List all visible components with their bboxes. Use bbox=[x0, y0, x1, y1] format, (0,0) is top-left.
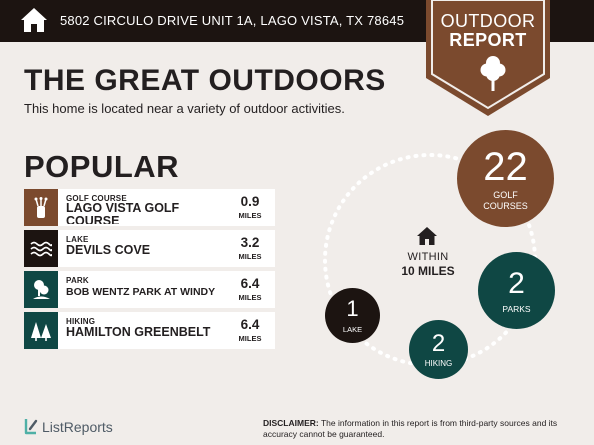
popular-list: GOLF COURSE LAGO VISTA GOLF COURSE 0.9 M… bbox=[24, 189, 275, 353]
parks-count-bubble: 2 PARKS bbox=[478, 252, 555, 329]
hiking-icon-box bbox=[24, 312, 58, 349]
property-address: 5802 CIRCULO DRIVE UNIT 1A, LAGO VISTA, … bbox=[60, 13, 405, 28]
item-distance: 6.4 bbox=[240, 317, 260, 332]
hiking-label: HIKING bbox=[424, 359, 453, 368]
item-category: PARK bbox=[66, 276, 89, 285]
badge-line-1: OUTDOOR bbox=[440, 11, 536, 31]
page-subtitle: This home is located near a variety of o… bbox=[24, 101, 345, 116]
list-item-hiking[interactable]: HIKING HAMILTON GREENBELT 6.4 MILES bbox=[24, 312, 275, 349]
hiking-count: 2 bbox=[431, 330, 446, 357]
parks-label: PARKS bbox=[502, 303, 531, 314]
house-icon bbox=[417, 227, 437, 245]
hiking-count-bubble: 2 HIKING bbox=[409, 320, 468, 379]
golf-count-bubble: 22 GOLF COURSES bbox=[457, 130, 554, 227]
disclaimer: DISCLAIMER: The information in this repo… bbox=[263, 418, 583, 440]
list-item-park[interactable]: PARK BOB WENTZ PARK AT WINDY POINT 6.4 M… bbox=[24, 271, 275, 308]
lake-label: LAKE bbox=[342, 325, 363, 334]
park-icon bbox=[33, 279, 50, 299]
tree-icon bbox=[480, 56, 506, 91]
outdoor-report-badge bbox=[426, 0, 550, 116]
golf-label-1: GOLF bbox=[493, 189, 518, 200]
lake-count: 1 bbox=[346, 296, 359, 321]
house-icon bbox=[21, 8, 47, 32]
badge-title: OUTDOOR REPORT bbox=[426, 12, 550, 50]
lake-icon-box bbox=[24, 230, 58, 267]
brand-name: ListReports bbox=[42, 419, 113, 435]
within-label: WITHIN bbox=[407, 251, 449, 263]
lake-count-bubble: 1 LAKE bbox=[325, 288, 380, 343]
item-category: LAKE bbox=[66, 235, 89, 244]
page-title: THE GREAT OUTDOORS bbox=[24, 64, 386, 97]
item-distance: 0.9 bbox=[240, 194, 260, 209]
park-icon-box bbox=[24, 271, 58, 308]
item-name: BOB WENTZ PARK AT WINDY POINT bbox=[66, 286, 218, 298]
item-name: HAMILTON GREENBELT bbox=[66, 326, 211, 339]
golf-count: 22 bbox=[483, 144, 528, 189]
parks-count: 2 bbox=[508, 266, 525, 300]
item-unit: MILES bbox=[238, 211, 262, 220]
item-unit: MILES bbox=[238, 252, 262, 261]
water-waves-icon bbox=[30, 241, 52, 256]
item-name: DEVILS COVE bbox=[66, 244, 151, 257]
golf-bag-icon bbox=[34, 196, 48, 218]
item-distance: 6.4 bbox=[240, 276, 260, 291]
disclaimer-label: DISCLAIMER: bbox=[263, 418, 319, 428]
disclaimer-text: The information in this report is from t… bbox=[263, 418, 558, 439]
golf-icon-box bbox=[24, 189, 58, 226]
pine-trees-icon bbox=[31, 321, 51, 341]
item-name: LAGO VISTA GOLF COURSE bbox=[66, 202, 180, 224]
item-unit: MILES bbox=[238, 334, 262, 343]
list-item-lake[interactable]: LAKE DEVILS COVE 3.2 MILES bbox=[24, 230, 275, 267]
item-unit: MILES bbox=[238, 293, 262, 302]
listreports-logo-icon bbox=[24, 419, 38, 435]
within-distance: 10 MILES bbox=[401, 264, 455, 278]
item-distance: 3.2 bbox=[240, 235, 260, 250]
list-item-golf[interactable]: GOLF COURSE LAGO VISTA GOLF COURSE 0.9 M… bbox=[24, 189, 275, 226]
item-category: HIKING bbox=[66, 317, 96, 326]
item-category: GOLF COURSE bbox=[66, 194, 127, 203]
popular-heading: POPULAR bbox=[24, 149, 180, 184]
badge-line-2: REPORT bbox=[449, 30, 527, 50]
golf-label-2: COURSES bbox=[483, 200, 528, 211]
